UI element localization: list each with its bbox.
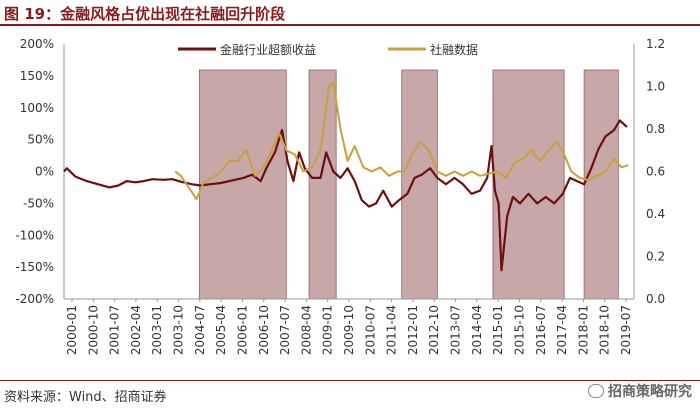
y-right-tick-label: 0.4 (646, 207, 665, 221)
x-tick-label: 2006-01 (235, 305, 249, 355)
x-tick-label: 2003-10 (172, 305, 186, 355)
y-right-tick-label: 0.6 (646, 165, 665, 179)
y-left-tick-label: 200% (20, 37, 54, 51)
x-tick-label: 2009-10 (342, 305, 356, 355)
source-note: 资料来源：Wind、招商证券 (4, 390, 167, 405)
chart: 200% 150% 100% 50% 0% -50% -100% -150% -200% 1.2 1… (15, 37, 665, 355)
y-left-tick-label: -150% (15, 260, 54, 274)
series-line-1 (174, 81, 629, 201)
y-left-tick-label: 50% (27, 133, 54, 147)
x-tick-label: 2014-04 (470, 305, 484, 355)
y-left-tick-label: 150% (20, 69, 54, 83)
x-tick-label: 2000-10 (86, 305, 100, 355)
x-tick-label: 2006-10 (257, 305, 271, 355)
legend-label-0: 金融行业超额收益 (220, 42, 316, 57)
x-tick-label: 2005-04 (214, 305, 228, 355)
x-tick-label: 2002-04 (129, 305, 143, 355)
watermark: 招商策略研究 (588, 381, 692, 401)
source-bar: 资料来源：Wind、招商证券 (0, 380, 700, 408)
shaded-period-1 (308, 69, 337, 300)
chart-title: 图 19：金融风格占优出现在社融回升阶段 (4, 5, 286, 23)
shaded-period-2 (401, 69, 438, 300)
y-right-tick-label: 1.0 (646, 80, 665, 94)
x-tick-label: 2011-04 (385, 305, 399, 355)
x-tick-label: 2008-04 (299, 305, 313, 355)
y-left-tick-label: -100% (15, 228, 54, 242)
x-tick-label: 2012-10 (427, 305, 441, 355)
y-right-tick-label: 1.2 (646, 37, 665, 51)
shaded-period-4 (583, 69, 619, 300)
x-tick-label: 2001-07 (108, 305, 122, 355)
x-tick-label: 2017-04 (555, 305, 569, 355)
x-tick-label: 2012-01 (406, 305, 420, 355)
x-tick-label: 2010-07 (363, 305, 377, 355)
y-right-tick-label: 0.8 (646, 122, 665, 136)
y-left-tick-label: 100% (20, 101, 54, 115)
x-tick-label: 2013-07 (449, 305, 463, 355)
x-tick-label: 2019-07 (619, 305, 633, 355)
watermark-text: 招商策略研究 (608, 384, 692, 400)
y-left-tick-label: -200% (15, 292, 54, 306)
x-tick-label: 2000-01 (65, 305, 79, 355)
x-tick-label: 2016-07 (534, 305, 548, 355)
y-right-tick-label: 0.0 (646, 292, 665, 306)
x-tick-label: 2015-01 (491, 305, 505, 355)
x-tick-label: 2018-10 (598, 305, 612, 355)
y-right-tick-label: 0.2 (646, 250, 665, 264)
x-tick-label: 2003-01 (150, 305, 164, 355)
x-tick-label: 2007-07 (278, 305, 292, 355)
series-line-0 (63, 119, 628, 272)
title-bar: 图 19：金融风格占优出现在社融回升阶段 (0, 0, 700, 26)
x-tick-label: 2009-01 (321, 305, 335, 355)
x-tick-label: 2015-10 (512, 305, 526, 355)
y-left-tick-label: 0% (35, 165, 54, 179)
x-tick-label: 2004-07 (193, 305, 207, 355)
shaded-period-3 (492, 69, 565, 300)
legend-label-1: 社融数据 (430, 42, 478, 57)
x-tick-label: 2018-01 (576, 305, 590, 355)
y-left-tick-label: -50% (23, 196, 54, 210)
wechat-icon (588, 384, 604, 398)
